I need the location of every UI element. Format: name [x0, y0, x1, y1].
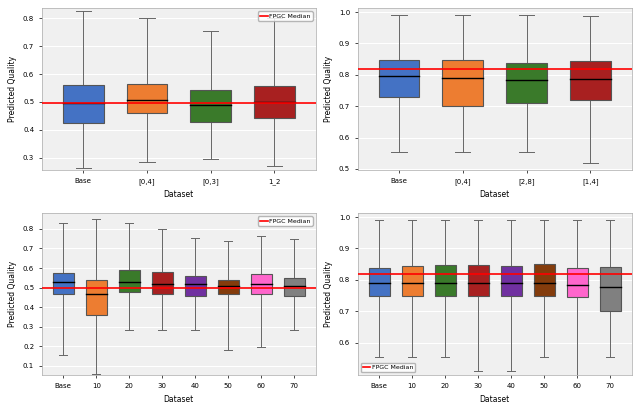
Bar: [86, 280, 107, 315]
Bar: [218, 280, 239, 294]
Bar: [534, 264, 555, 296]
Y-axis label: Predicted Quality: Predicted Quality: [324, 56, 333, 122]
Y-axis label: Predicted Quality: Predicted Quality: [8, 56, 17, 122]
Bar: [190, 90, 231, 122]
Bar: [185, 276, 206, 296]
X-axis label: Dataset: Dataset: [164, 395, 194, 404]
Bar: [152, 272, 173, 294]
Bar: [379, 60, 419, 97]
Bar: [251, 274, 272, 294]
Bar: [401, 266, 422, 296]
Bar: [566, 268, 588, 297]
Bar: [435, 265, 456, 296]
Bar: [284, 278, 305, 296]
Bar: [468, 265, 489, 296]
Bar: [506, 63, 547, 103]
Bar: [52, 274, 74, 294]
Bar: [600, 267, 621, 311]
X-axis label: Dataset: Dataset: [164, 190, 194, 199]
Bar: [442, 60, 483, 106]
Y-axis label: Predicted Quality: Predicted Quality: [8, 261, 17, 328]
Bar: [118, 270, 140, 292]
X-axis label: Dataset: Dataset: [479, 395, 510, 404]
Y-axis label: Predicted Quality: Predicted Quality: [324, 261, 333, 328]
Bar: [254, 86, 295, 118]
Bar: [127, 84, 167, 112]
Bar: [570, 61, 611, 100]
X-axis label: Dataset: Dataset: [479, 190, 510, 199]
Legend: FPGC Median: FPGC Median: [361, 363, 415, 372]
Legend: FPGC Median: FPGC Median: [258, 12, 313, 21]
Bar: [500, 266, 522, 296]
Bar: [369, 268, 390, 296]
Bar: [63, 85, 104, 123]
Legend: FPGC Median: FPGC Median: [258, 216, 313, 225]
